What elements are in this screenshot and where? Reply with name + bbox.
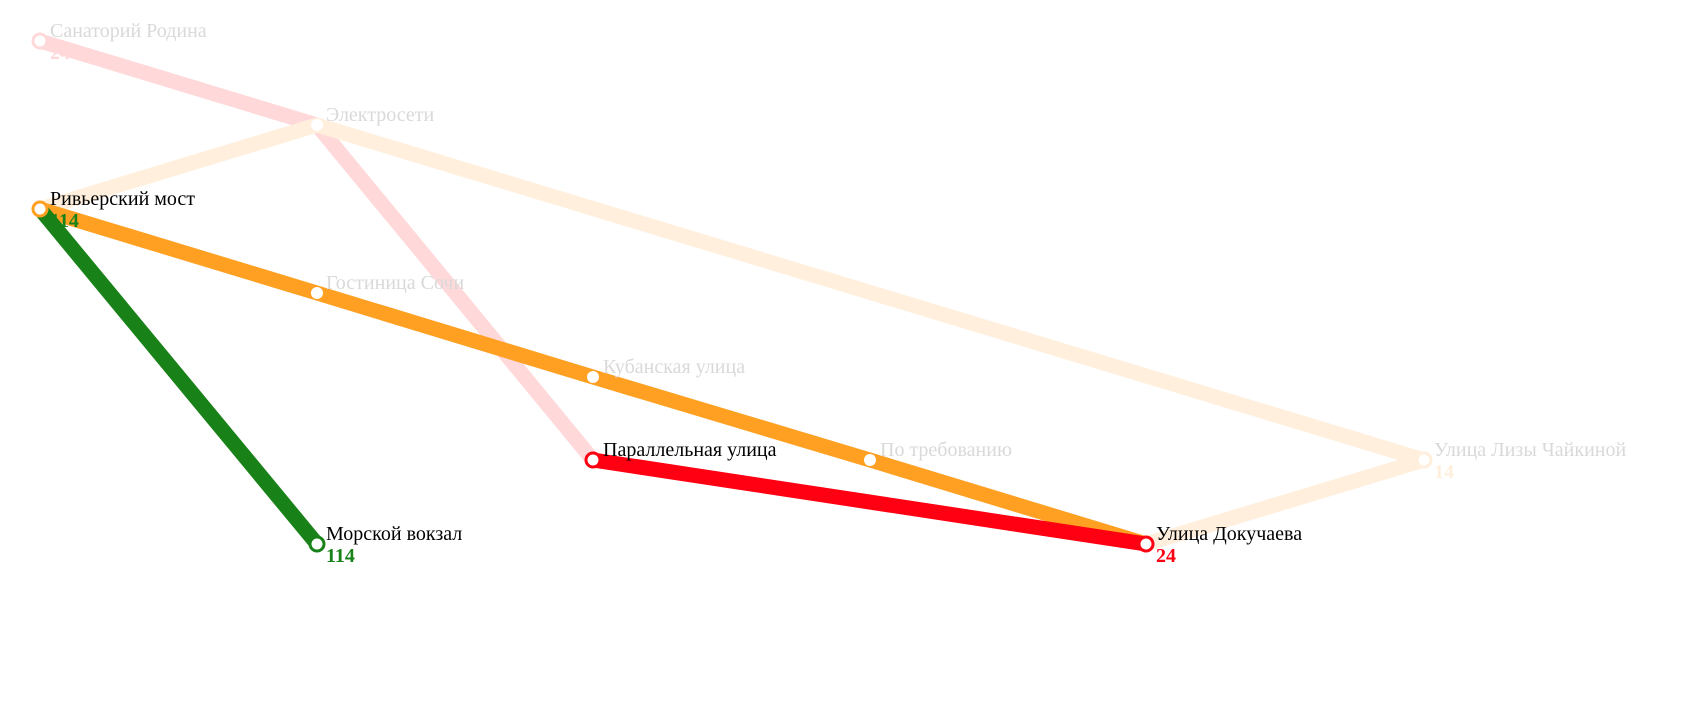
route-114-line <box>32 201 325 552</box>
station-marker-sanatoriy[interactable] <box>31 32 49 50</box>
station-label-rivyersky: Ривьерский мост <box>50 188 195 210</box>
station-marker-gostinitsa[interactable] <box>311 287 323 299</box>
station-marker-elektroseti[interactable] <box>311 119 323 131</box>
station-marker-po-trebovaniyu[interactable] <box>864 454 876 466</box>
station-label-lizy: Улица Лизы Чайкиной <box>1434 439 1626 461</box>
station-label-morskoy: Морской вокзал <box>326 523 462 545</box>
station-marker-rivyersky[interactable] <box>31 200 49 218</box>
station-label-elektroseti: Электросети <box>326 104 434 126</box>
station-marker-kubanskaya[interactable] <box>587 371 599 383</box>
station-marker-parallelnaya[interactable] <box>584 451 602 469</box>
station-label-kubanskaya: Кубанская улица <box>603 356 745 378</box>
station-marker-morskoy[interactable] <box>308 535 326 553</box>
station-label-dokuchaeva: Улица Докучаева <box>1156 523 1302 545</box>
station-label-gostinitsa: Гостиница Сочи <box>326 272 464 294</box>
station-marker-dokuchaeva[interactable] <box>1137 535 1155 553</box>
route-24-faded-line <box>32 33 601 468</box>
station-label-sanatoriy: Санаторий Родина <box>50 20 207 42</box>
route-number-dokuchaeva: 24 <box>1156 545 1176 567</box>
route-14-faded-line <box>32 117 1432 552</box>
route-number-rivyersky: 114 <box>50 210 79 232</box>
station-label-po-trebovaniyu: По требованию <box>880 439 1012 461</box>
route-number-lizy: 14 <box>1434 461 1454 483</box>
station-marker-lizy[interactable] <box>1415 451 1433 469</box>
station-label-parallelnaya: Параллельная улица <box>603 439 777 461</box>
route-number-morskoy: 114 <box>326 545 355 567</box>
route-24-line <box>585 452 1154 552</box>
route-number-sanatoriy: 24 <box>50 42 70 64</box>
